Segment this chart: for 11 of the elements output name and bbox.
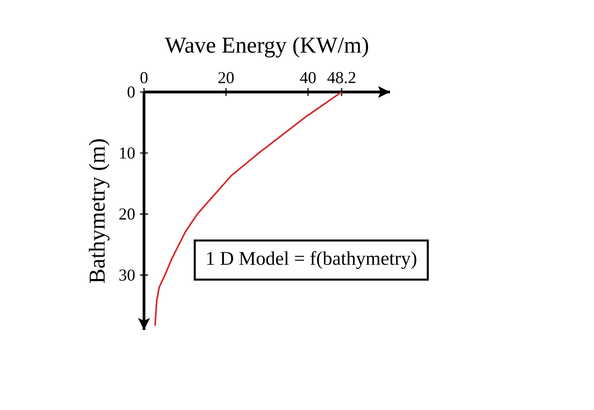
y-tick-label: 30 — [119, 269, 135, 281]
y-tick-label: 0 — [128, 86, 135, 98]
y-axis-title: Bathymetry (m) — [88, 139, 110, 284]
x-axis-title: Wave Energy (KW/m) — [164, 36, 368, 58]
y-tick-label: 20 — [119, 208, 135, 220]
x-tick-label: 48.2 — [327, 72, 356, 84]
y-tick-label: 10 — [120, 147, 135, 159]
x-tick-label: 40 — [300, 72, 316, 84]
annotation: 1 D Model = f(bathymetry) — [207, 251, 416, 269]
x-tick-label: 20 — [218, 72, 234, 84]
x-tick-label: 0 — [140, 72, 148, 84]
